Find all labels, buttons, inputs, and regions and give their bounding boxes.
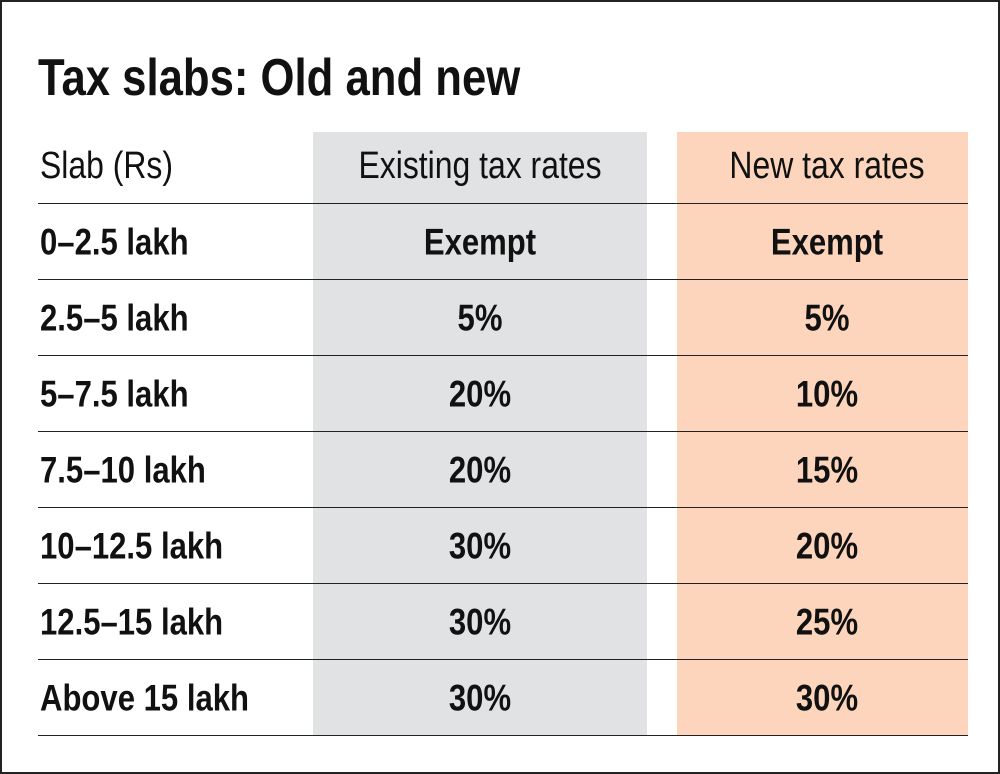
rate-cell: 30%: [795, 677, 859, 719]
row-divider: [38, 735, 968, 736]
rate-cell: 5%: [804, 297, 850, 339]
rate-cell: 20%: [448, 449, 512, 491]
row-divider: [38, 203, 968, 204]
existing-column-band: [313, 132, 647, 736]
column-header: Existing tax rates: [358, 145, 602, 187]
column-header: Slab (Rs): [40, 145, 174, 187]
rate-cell: 25%: [795, 601, 859, 643]
rate-cell: 10%: [795, 373, 859, 415]
slab-label: 0–2.5 lakh: [40, 221, 189, 263]
rate-cell: 20%: [795, 525, 859, 567]
row-divider: [38, 659, 968, 660]
slab-label: 12.5–15 lakh: [40, 601, 224, 643]
rate-cell: 15%: [795, 449, 859, 491]
new-column-band: [677, 132, 968, 736]
rate-cell: 30%: [448, 677, 512, 719]
slab-label: 5–7.5 lakh: [40, 373, 189, 415]
slab-label: 2.5–5 lakh: [40, 297, 189, 339]
row-divider: [38, 583, 968, 584]
row-divider: [38, 355, 968, 356]
rate-cell: Exempt: [423, 221, 537, 263]
row-divider: [38, 507, 968, 508]
rate-cell: Exempt: [770, 221, 884, 263]
row-divider: [38, 431, 968, 432]
title: Tax slabs: Old and new: [38, 49, 521, 107]
rate-cell: 20%: [448, 373, 512, 415]
rate-cell: 30%: [448, 601, 512, 643]
column-header: New tax rates: [729, 145, 925, 187]
slab-label: 7.5–10 lakh: [40, 449, 206, 491]
slab-label: 10–12.5 lakh: [40, 525, 224, 567]
slab-label: Above 15 lakh: [40, 677, 250, 719]
rate-cell: 5%: [457, 297, 503, 339]
rate-cell: 30%: [448, 525, 512, 567]
row-divider: [38, 279, 968, 280]
